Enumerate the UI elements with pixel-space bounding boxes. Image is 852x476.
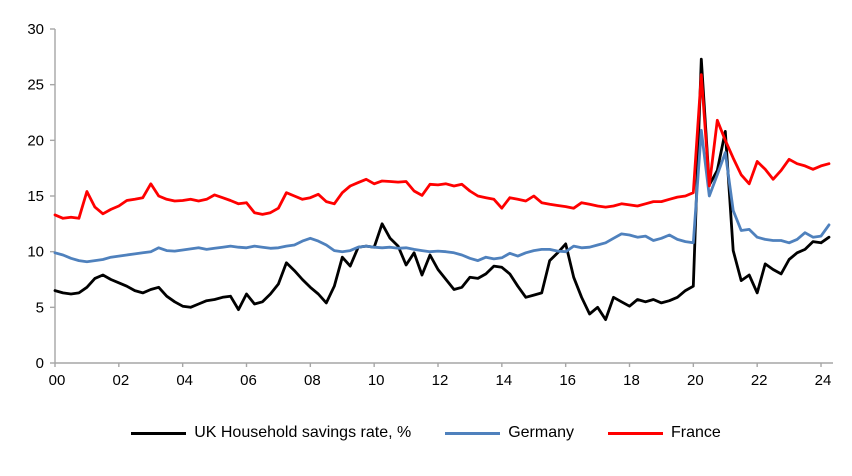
france-line-swatch (608, 431, 663, 435)
x-tick-label: 12 (432, 372, 449, 389)
x-tick-label: 06 (240, 372, 257, 389)
y-tick-label: 5 (36, 299, 44, 316)
y-tick-label: 15 (27, 188, 44, 205)
series-line-1 (53, 128, 831, 264)
chart-legend: UK Household savings rate, % Germany Fra… (0, 424, 852, 442)
x-tick-label: 20 (687, 372, 704, 389)
uk-line-swatch (131, 431, 187, 435)
x-tick-label: 04 (176, 372, 193, 389)
y-tick-label: 10 (27, 244, 44, 261)
x-tick-label: 02 (112, 372, 129, 389)
x-tick-label: 00 (49, 372, 66, 389)
legend-item-germany: Germany (445, 424, 574, 442)
y-tick-label: 30 (27, 21, 44, 38)
x-tick-label: 24 (815, 372, 832, 389)
legend-label-germany: Germany (508, 424, 574, 441)
legend-item-uk: UK Household savings rate, % (131, 424, 411, 442)
y-tick-label: 20 (27, 132, 44, 149)
legend-label-uk: UK Household savings rate, % (194, 424, 412, 441)
series-line-2 (53, 73, 831, 220)
x-tick-label: 08 (304, 372, 321, 389)
germany-line-swatch (445, 431, 501, 435)
x-tick-label: 14 (495, 372, 512, 389)
x-tick-label: 10 (368, 372, 385, 389)
x-tick-label: 18 (623, 372, 640, 389)
x-tick-label: 16 (559, 372, 576, 389)
y-tick-label: 0 (36, 355, 44, 372)
y-tick-label: 25 (27, 77, 44, 94)
legend-label-france: France (671, 424, 721, 441)
legend-item-france: France (608, 424, 721, 442)
x-tick-label: 22 (751, 372, 768, 389)
